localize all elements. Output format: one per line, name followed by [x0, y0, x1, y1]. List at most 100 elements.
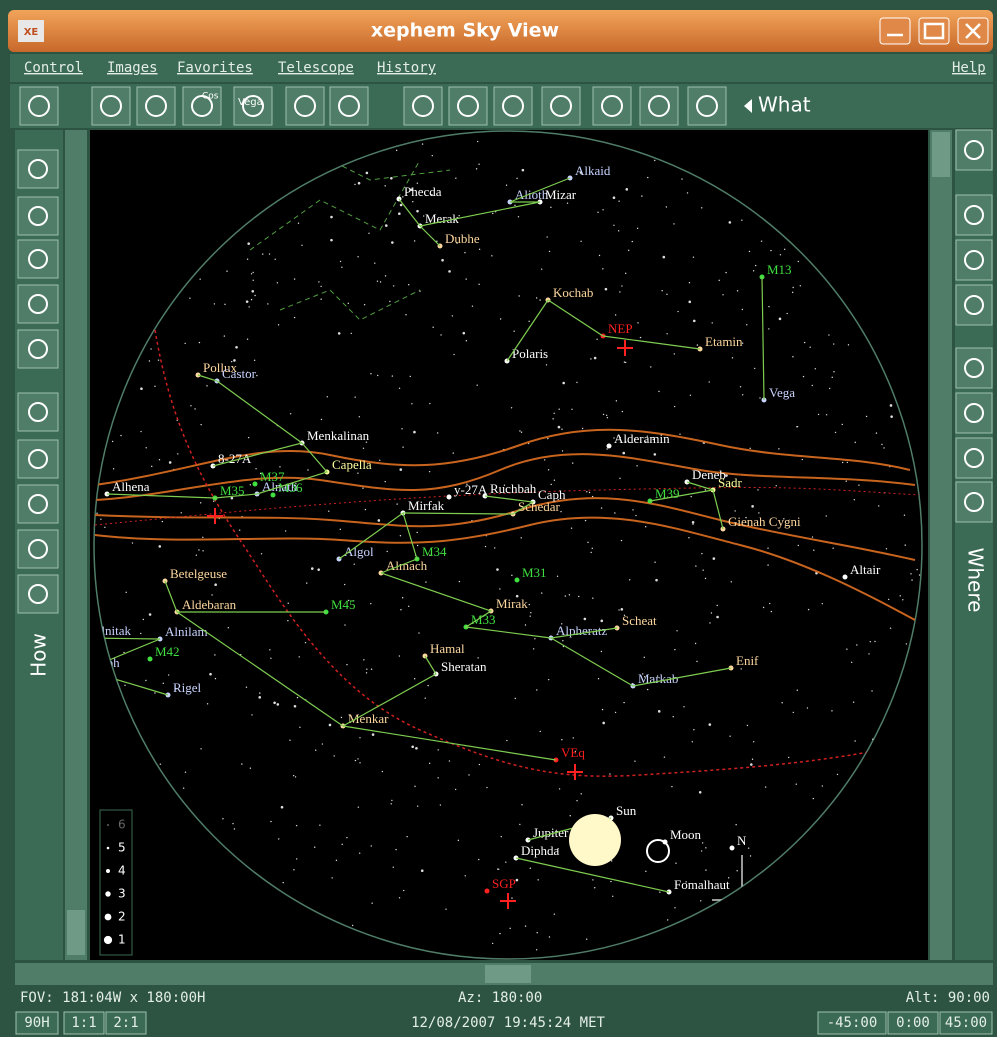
- sky-label[interactable]: Mirfak: [408, 498, 445, 513]
- toolbar-button[interactable]: [285, 86, 325, 126]
- tool-button[interactable]: [955, 437, 993, 479]
- menu-item[interactable]: Images: [107, 60, 158, 76]
- tool-button[interactable]: [17, 329, 59, 369]
- sky-label[interactable]: M39: [655, 486, 680, 501]
- sky-label[interactable]: SGP: [492, 876, 516, 891]
- left-scroll-thumb[interactable]: [67, 910, 85, 955]
- tool-button[interactable]: [955, 347, 993, 389]
- zoom-button[interactable]: [63, 1011, 105, 1035]
- sky-label[interactable]: M45: [331, 597, 356, 612]
- toolbar-button[interactable]: [592, 86, 632, 126]
- sky-label[interactable]: Markab: [638, 671, 678, 686]
- sky-label[interactable]: Sheratan: [441, 659, 487, 674]
- sky-label[interactable]: Pollux: [203, 360, 237, 375]
- toolbar-button[interactable]: [541, 86, 581, 126]
- sky-label[interactable]: Alioth: [515, 187, 549, 202]
- sky-label[interactable]: Capella: [332, 457, 372, 472]
- sky-label[interactable]: Schedar: [518, 499, 561, 514]
- tool-button[interactable]: [17, 149, 59, 189]
- tool-button[interactable]: [955, 239, 993, 281]
- sky-label[interactable]: N: [737, 833, 747, 848]
- step-button[interactable]: [939, 1011, 993, 1035]
- hemi-button[interactable]: [15, 1011, 59, 1035]
- sky-label[interactable]: Phecda: [404, 184, 442, 199]
- sky-label[interactable]: M36: [278, 480, 303, 495]
- toolbar-button[interactable]: [448, 86, 488, 126]
- sky-label[interactable]: Sun: [616, 803, 637, 818]
- sky-label[interactable]: Betelgeuse: [170, 566, 227, 581]
- sky-label[interactable]: Alpheratz: [556, 623, 607, 638]
- menu-item[interactable]: Favorites: [177, 60, 253, 76]
- toolbar-button[interactable]: [91, 86, 131, 126]
- step-button[interactable]: [887, 1011, 939, 1035]
- sky-label[interactable]: Ruchbah: [490, 481, 537, 496]
- toolbar-button[interactable]: [403, 86, 443, 126]
- tool-button[interactable]: [17, 574, 59, 614]
- sky-label[interactable]: Alkaid: [575, 163, 611, 178]
- bottom-scroll-thumb[interactable]: [485, 965, 531, 983]
- sky-label[interactable]: y-27A: [454, 482, 488, 497]
- sky-label[interactable]: Kochab: [553, 285, 593, 300]
- menu-item[interactable]: Control: [24, 60, 83, 76]
- tool-button[interactable]: [17, 439, 59, 479]
- toolbar-button[interactable]: [687, 86, 727, 126]
- sky-label[interactable]: Altair: [850, 562, 881, 577]
- sky-label[interactable]: Diphda: [521, 843, 560, 858]
- sky-label[interactable]: Almach: [386, 558, 428, 573]
- toolbar-button[interactable]: [493, 86, 533, 126]
- sky-label[interactable]: M35: [220, 483, 245, 498]
- sky-label[interactable]: Mirak: [496, 596, 528, 611]
- sky-label[interactable]: M42: [155, 644, 180, 659]
- sky-label[interactable]: Gienah Cygni: [728, 514, 801, 529]
- toolbar-button[interactable]: [233, 86, 273, 126]
- sky-label[interactable]: M31: [522, 565, 547, 580]
- toolbar-button[interactable]: [639, 86, 679, 126]
- sky-label[interactable]: Caph: [538, 487, 566, 502]
- sky-label[interactable]: Dubhe: [445, 231, 480, 246]
- sky-label[interactable]: VEq: [561, 745, 585, 760]
- sky-label[interactable]: M33: [471, 612, 496, 627]
- sky-label[interactable]: M37: [260, 469, 285, 484]
- toolbar-button[interactable]: [182, 86, 222, 126]
- sky-label[interactable]: Enif: [736, 653, 759, 668]
- menu-help[interactable]: Help: [952, 60, 986, 76]
- step-button[interactable]: [817, 1011, 887, 1035]
- menu-item[interactable]: Telescope: [278, 60, 354, 76]
- sky-label[interactable]: M34: [422, 544, 447, 559]
- sky-label[interactable]: Vega: [769, 385, 795, 400]
- tool-button[interactable]: [17, 392, 59, 432]
- tool-button[interactable]: [17, 529, 59, 569]
- sky-label[interactable]: Menkalinan: [307, 428, 370, 443]
- tool-button[interactable]: [17, 196, 59, 236]
- sky-label[interactable]: Hamal: [430, 641, 465, 656]
- tool-button[interactable]: [17, 484, 59, 524]
- sky-label[interactable]: Polaris: [512, 346, 548, 361]
- sky-label[interactable]: Fomalhaut: [674, 877, 730, 892]
- sky-label[interactable]: Deneb: [692, 467, 726, 482]
- sky-label[interactable]: Merak: [425, 211, 459, 226]
- sky-label[interactable]: Algol: [344, 544, 374, 559]
- tool-button[interactable]: [955, 194, 993, 236]
- sky-label[interactable]: Alderamin: [614, 431, 670, 446]
- sky-label[interactable]: Alnilam: [165, 624, 208, 639]
- sky-label[interactable]: Aldebaran: [182, 597, 237, 612]
- sky-label[interactable]: Rigel: [173, 680, 202, 695]
- sky-label[interactable]: Alhena: [112, 479, 150, 494]
- sky-label[interactable]: Mizar: [545, 187, 577, 202]
- right-scrollbar[interactable]: [930, 130, 952, 960]
- toolbar-button[interactable]: [136, 86, 176, 126]
- menu-item[interactable]: History: [377, 60, 436, 76]
- what-label[interactable]: What: [758, 93, 811, 117]
- sky-label[interactable]: Etamin: [705, 334, 743, 349]
- zoom-button[interactable]: [105, 1011, 147, 1035]
- right-scroll-thumb[interactable]: [932, 132, 950, 177]
- tool-button[interactable]: [955, 392, 993, 434]
- tool-button[interactable]: [955, 481, 993, 523]
- left-scrollbar[interactable]: [65, 130, 87, 960]
- where-label[interactable]: Where: [964, 548, 988, 613]
- toolbar-button[interactable]: [19, 86, 59, 126]
- sky-label[interactable]: M13: [767, 262, 792, 277]
- tool-button[interactable]: [955, 129, 993, 171]
- tool-button[interactable]: [17, 284, 59, 324]
- how-label[interactable]: How: [27, 633, 51, 677]
